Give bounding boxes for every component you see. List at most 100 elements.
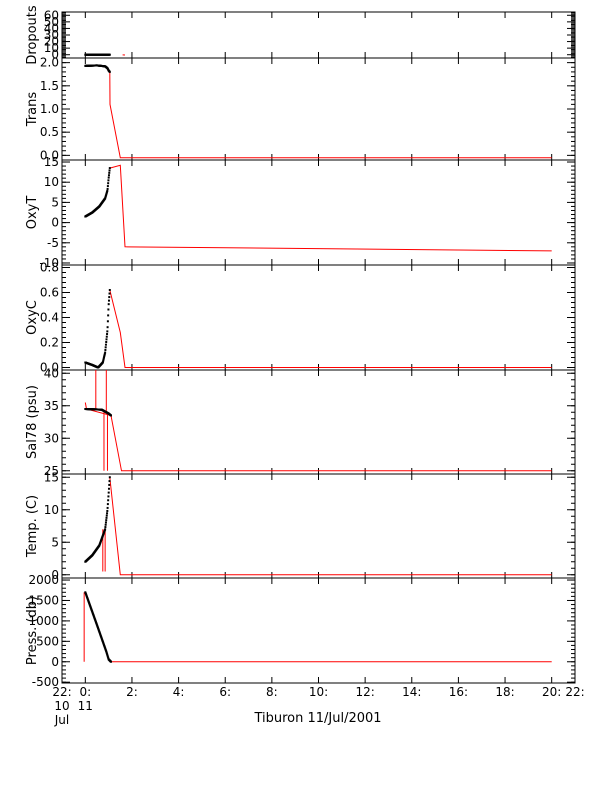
data-point (107, 299, 110, 302)
data-point (107, 308, 110, 311)
x-tick-label: 22: (565, 685, 584, 699)
y-tick-label: -10 (39, 256, 59, 270)
y-tick-label: 20 (44, 35, 59, 49)
y-tick-label: 5 (51, 195, 59, 209)
data-point (104, 526, 107, 529)
x-tick-label: 8: (266, 685, 278, 699)
y-tick-label: 1.0 (40, 102, 59, 116)
data-point (103, 356, 106, 359)
y-tick-label: 30 (44, 28, 59, 42)
data-point (107, 487, 110, 490)
y-tick-label: 0.8 (40, 261, 59, 275)
data-point (107, 174, 110, 177)
panel-frame (61, 369, 576, 475)
data-point (105, 335, 108, 338)
data-point (105, 338, 108, 341)
y-tick-label: 0.5 (40, 125, 59, 139)
y-axis-title: Sal78 (psu) (25, 385, 40, 459)
data-point (107, 314, 110, 317)
data-point (105, 514, 108, 517)
x-tick-label: 18: (495, 685, 514, 699)
data-point (107, 182, 110, 185)
data-point (106, 187, 109, 190)
data-point (108, 167, 111, 170)
y-tick-label: 2000 (28, 573, 59, 587)
data-point (106, 330, 109, 333)
panel-press: 2000 1500 1000 500 0 -500 Press. (db) (25, 573, 576, 689)
y-tick-label: 25 (44, 464, 59, 478)
data-point (102, 358, 105, 361)
y-axis-title: Trans (25, 92, 40, 128)
y-tick-label: 35 (44, 399, 59, 413)
y-tick-label: 15 (44, 470, 59, 484)
x-tick-label: 22: (52, 685, 71, 699)
data-point (107, 303, 110, 306)
data-point (107, 495, 110, 498)
series-line (109, 477, 552, 576)
y-tick-label: 60 (44, 8, 59, 22)
data-point (104, 523, 107, 526)
data-point (107, 179, 110, 182)
y-tick-label: 15 (44, 155, 59, 169)
data-point (103, 355, 106, 358)
y-tick-label: 2.0 (40, 56, 59, 70)
data-point (106, 506, 109, 509)
data-point (109, 414, 112, 417)
y-tick-label: 500 (36, 634, 59, 648)
data-point (107, 499, 110, 502)
series-line (109, 164, 552, 252)
data-point (106, 503, 109, 506)
panel-frame (61, 57, 576, 161)
panel-frame (61, 473, 576, 579)
series-line (84, 402, 552, 472)
data-point (104, 348, 107, 351)
data-point (104, 343, 107, 346)
data-point (108, 171, 111, 174)
data-point (108, 480, 111, 483)
x-tick-label: 20: (542, 685, 561, 699)
data-point (108, 296, 111, 299)
panel-frame (61, 159, 576, 266)
data-point (103, 353, 106, 356)
y-tick-label: 40 (44, 21, 59, 35)
y-tick-label: 10 (44, 503, 59, 517)
y-tick-label: 0.0 (40, 148, 59, 162)
x-tick-label: 10: (309, 685, 328, 699)
data-point (108, 483, 111, 486)
x-tick-label: Jul (54, 713, 69, 727)
y-tick-label: 10 (44, 41, 59, 55)
panel-temp: 15 10 5 0 Temp. (C) (25, 470, 576, 582)
data-point (104, 346, 107, 349)
x-tick-label: 2: (126, 685, 138, 699)
data-point (108, 53, 111, 56)
data-point (106, 189, 109, 192)
x-tick-label: 4: (173, 685, 185, 699)
y-tick-label: 0 (51, 216, 59, 230)
panel-trans: 2.0 1.5 1.0 0.5 0.0 Trans (25, 56, 576, 162)
y-tick-label: 10 (44, 175, 59, 189)
x-tick-label: 12: (355, 685, 374, 699)
data-point (107, 491, 110, 494)
x-tick-label: 14: (402, 685, 421, 699)
panel-oxyt: 15 10 5 0 -5 -10 OxyT (25, 155, 576, 270)
y-axis-title: OxyC (25, 300, 40, 335)
data-point (108, 292, 111, 295)
data-point (106, 185, 109, 188)
data-point (105, 519, 108, 522)
y-axis-title: Temp. (C) (25, 495, 40, 558)
data-point (109, 660, 112, 663)
data-point (101, 360, 104, 363)
y-axis-title: Press. (db) (25, 596, 40, 665)
data-point (105, 341, 108, 344)
y-tick-label: 0.4 (40, 311, 59, 325)
x-axis-title: Tiburon 11/Jul/2001 (253, 711, 381, 726)
panel-frame (61, 11, 576, 59)
series-line (109, 71, 552, 159)
data-point (104, 351, 107, 354)
y-tick-label: -500 (32, 675, 59, 689)
data-point (108, 70, 111, 73)
